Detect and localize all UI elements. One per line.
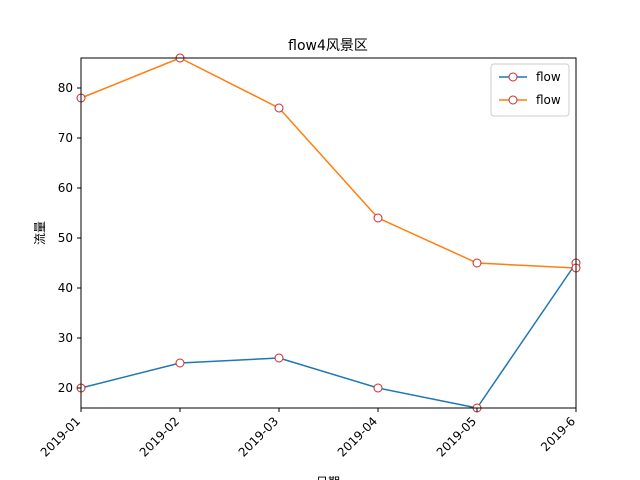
legend-label-1: flow: [536, 70, 561, 84]
data-point-s1-2: [175, 358, 185, 368]
x-tick-label: 2019-03: [236, 414, 281, 459]
data-point-s2-3: [274, 103, 284, 113]
y-tick-label: 30: [58, 331, 73, 345]
x-tick-label: 2019-02: [137, 414, 182, 459]
x-tick-label: 2019-05: [434, 414, 479, 459]
plot-frame: [80, 57, 577, 409]
series-line-2: [80, 57, 577, 269]
y-tick-label: 80: [58, 81, 73, 95]
data-point-s2-4: [373, 213, 383, 223]
y-tick-label: 60: [58, 181, 73, 195]
y-tick-label: 70: [58, 131, 73, 145]
series-line-1: [80, 262, 577, 409]
data-point-s2-5: [472, 258, 482, 268]
x-tick-label: 2019-01: [38, 414, 83, 459]
y-tick-label: 20: [58, 381, 73, 395]
y-tick-label: 40: [58, 281, 73, 295]
x-axis-label: 日期: [316, 475, 340, 480]
x-tick-label: 2019-6: [538, 414, 578, 454]
chart-title: flow4风景区: [288, 38, 368, 54]
legend: flow flow: [490, 63, 570, 117]
x-tick-label: 2019-04: [335, 414, 380, 459]
y-tick-label: 50: [58, 231, 73, 245]
legend-label-2: flow: [536, 93, 561, 107]
data-point-s1-3: [274, 353, 284, 363]
data-point-s1-4: [373, 383, 383, 393]
legend-marker-1: [508, 72, 518, 82]
y-axis-label: 流量: [33, 221, 47, 245]
legend-marker-2: [508, 95, 518, 105]
